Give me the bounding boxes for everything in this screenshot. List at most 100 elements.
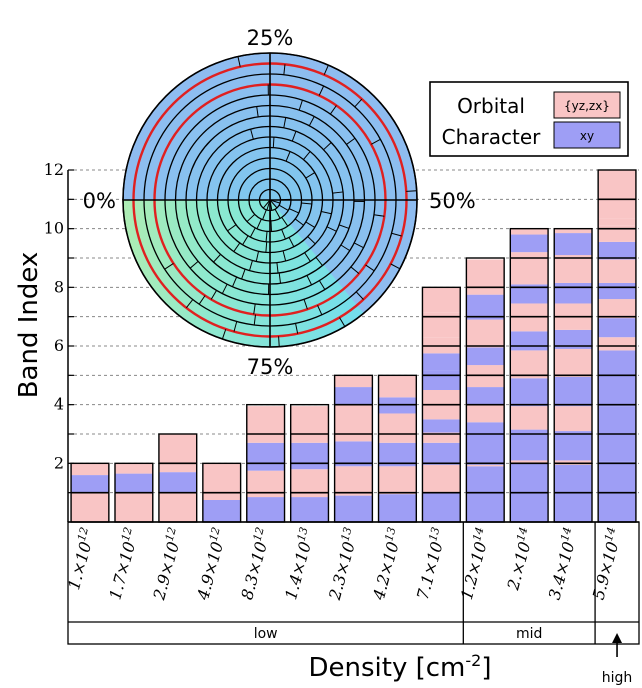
- polar-outline: [122, 52, 418, 348]
- polar-segment: [232, 276, 238, 287]
- polar-segment: [283, 117, 287, 128]
- x-category-label: 1.2×1014: [455, 526, 494, 602]
- polar-segment: [253, 303, 256, 315]
- bar-segment: [466, 319, 505, 348]
- bar-segment: [246, 492, 285, 498]
- polar-segment: [315, 257, 323, 266]
- polar-segment: [370, 138, 381, 145]
- polar-segment: [276, 262, 279, 274]
- y-tick-labels: 2 4 6 8 10 12: [44, 160, 64, 472]
- group-label-low: low: [254, 626, 278, 642]
- bar-3: [158, 433, 198, 523]
- legend-item-label: xy: [580, 129, 594, 143]
- polar-segment: [221, 328, 227, 340]
- bar-segment: [510, 284, 549, 304]
- x-category-label: 1.4×1013: [279, 526, 318, 602]
- polar-segment: [221, 283, 228, 294]
- polar-segment: [295, 323, 299, 334]
- bar-segment: [554, 329, 593, 349]
- bar-segment: [510, 252, 549, 285]
- bar-segment: [466, 347, 505, 366]
- bar-13: [597, 169, 637, 523]
- bar-segment: [378, 442, 417, 467]
- bar-segment: [554, 255, 593, 283]
- group-label-mid: mid: [516, 626, 542, 642]
- polar-segment: [269, 199, 278, 209]
- bar-segment: [466, 387, 505, 405]
- bar-segment: [246, 442, 285, 471]
- polar-segment: [305, 172, 316, 179]
- polar-segment: [355, 291, 364, 300]
- polar-segment: [288, 237, 295, 248]
- x-category-label: 2.×1014: [501, 526, 538, 593]
- bar-8: [377, 374, 418, 523]
- polar-segment: [256, 218, 262, 229]
- polar-segment: [255, 251, 260, 262]
- polar-segment: [274, 208, 281, 219]
- bar-segment: [158, 434, 197, 473]
- polar-segment: [323, 142, 332, 151]
- bar-12: [553, 227, 593, 523]
- bar-1: [70, 462, 110, 523]
- polar-segment: [282, 250, 287, 262]
- polar-segment: [306, 275, 313, 286]
- bar-segment: [598, 318, 636, 338]
- polar-segment: [339, 317, 346, 327]
- bar-11: [509, 227, 549, 523]
- bar-segment: [71, 475, 109, 493]
- bar-segment: [466, 404, 505, 423]
- polar-segment: [323, 64, 329, 75]
- bar-segment: [290, 406, 329, 434]
- polar-segment: [265, 231, 268, 242]
- polar-segment: [318, 280, 326, 290]
- bar-segment: [554, 348, 593, 377]
- polar-segment: [189, 260, 199, 269]
- bar-segment: [334, 492, 373, 496]
- bar-segment: [334, 441, 373, 467]
- x-category-labels: 1.×10121.7×10122.9×10124.9×10128.3×10121…: [64, 526, 622, 603]
- legend: Orbital Character {yz,zx} xy: [429, 81, 629, 157]
- polar-segment: [198, 295, 206, 305]
- bar-7: [333, 374, 374, 523]
- bar-segment: [510, 406, 549, 430]
- polar-label-0: 0%: [83, 189, 116, 213]
- polar-segment: [227, 224, 237, 232]
- bar-9: [421, 286, 461, 523]
- bar-10: [465, 257, 505, 523]
- bar-segment: [554, 282, 593, 304]
- bar-segment: [554, 406, 593, 432]
- bar-segment: [290, 497, 329, 522]
- bar-segment: [510, 234, 549, 253]
- x-category-label: 3.4×1014: [543, 526, 582, 602]
- bar-segment: [114, 463, 153, 474]
- polar-segment: [294, 218, 304, 226]
- polar-segment: [262, 209, 267, 220]
- bar-segment: [422, 370, 461, 390]
- bar-segment: [598, 225, 636, 242]
- legend-item-label: {yz,zx}: [564, 99, 610, 113]
- bar-segment: [598, 170, 636, 192]
- polar-segment: [262, 199, 271, 209]
- bar-segment: [598, 192, 636, 219]
- group-label-high: high: [602, 670, 633, 686]
- polar-segment: [354, 98, 363, 108]
- density-groups: low mid high: [67, 521, 640, 686]
- bar-segment: [422, 464, 461, 493]
- y-tick-label: 8: [54, 277, 64, 296]
- bar-segment: [554, 228, 593, 234]
- bar-segment: [510, 228, 549, 235]
- polar-segment: [332, 191, 344, 194]
- polar-inset: 25% 50% 75% 0%: [83, 26, 476, 379]
- bar-segment: [378, 494, 417, 522]
- polar-segment: [281, 229, 286, 240]
- polar-segment: [329, 105, 337, 115]
- legend-title-line1: Orbital: [457, 94, 525, 118]
- bar-segment: [598, 299, 636, 319]
- bar-segment: [466, 464, 505, 467]
- polar-segment: [278, 272, 282, 284]
- bar-segment: [71, 463, 109, 476]
- bar-segment: [378, 375, 417, 398]
- polar-segment: [265, 241, 268, 253]
- bar-segment: [246, 406, 285, 434]
